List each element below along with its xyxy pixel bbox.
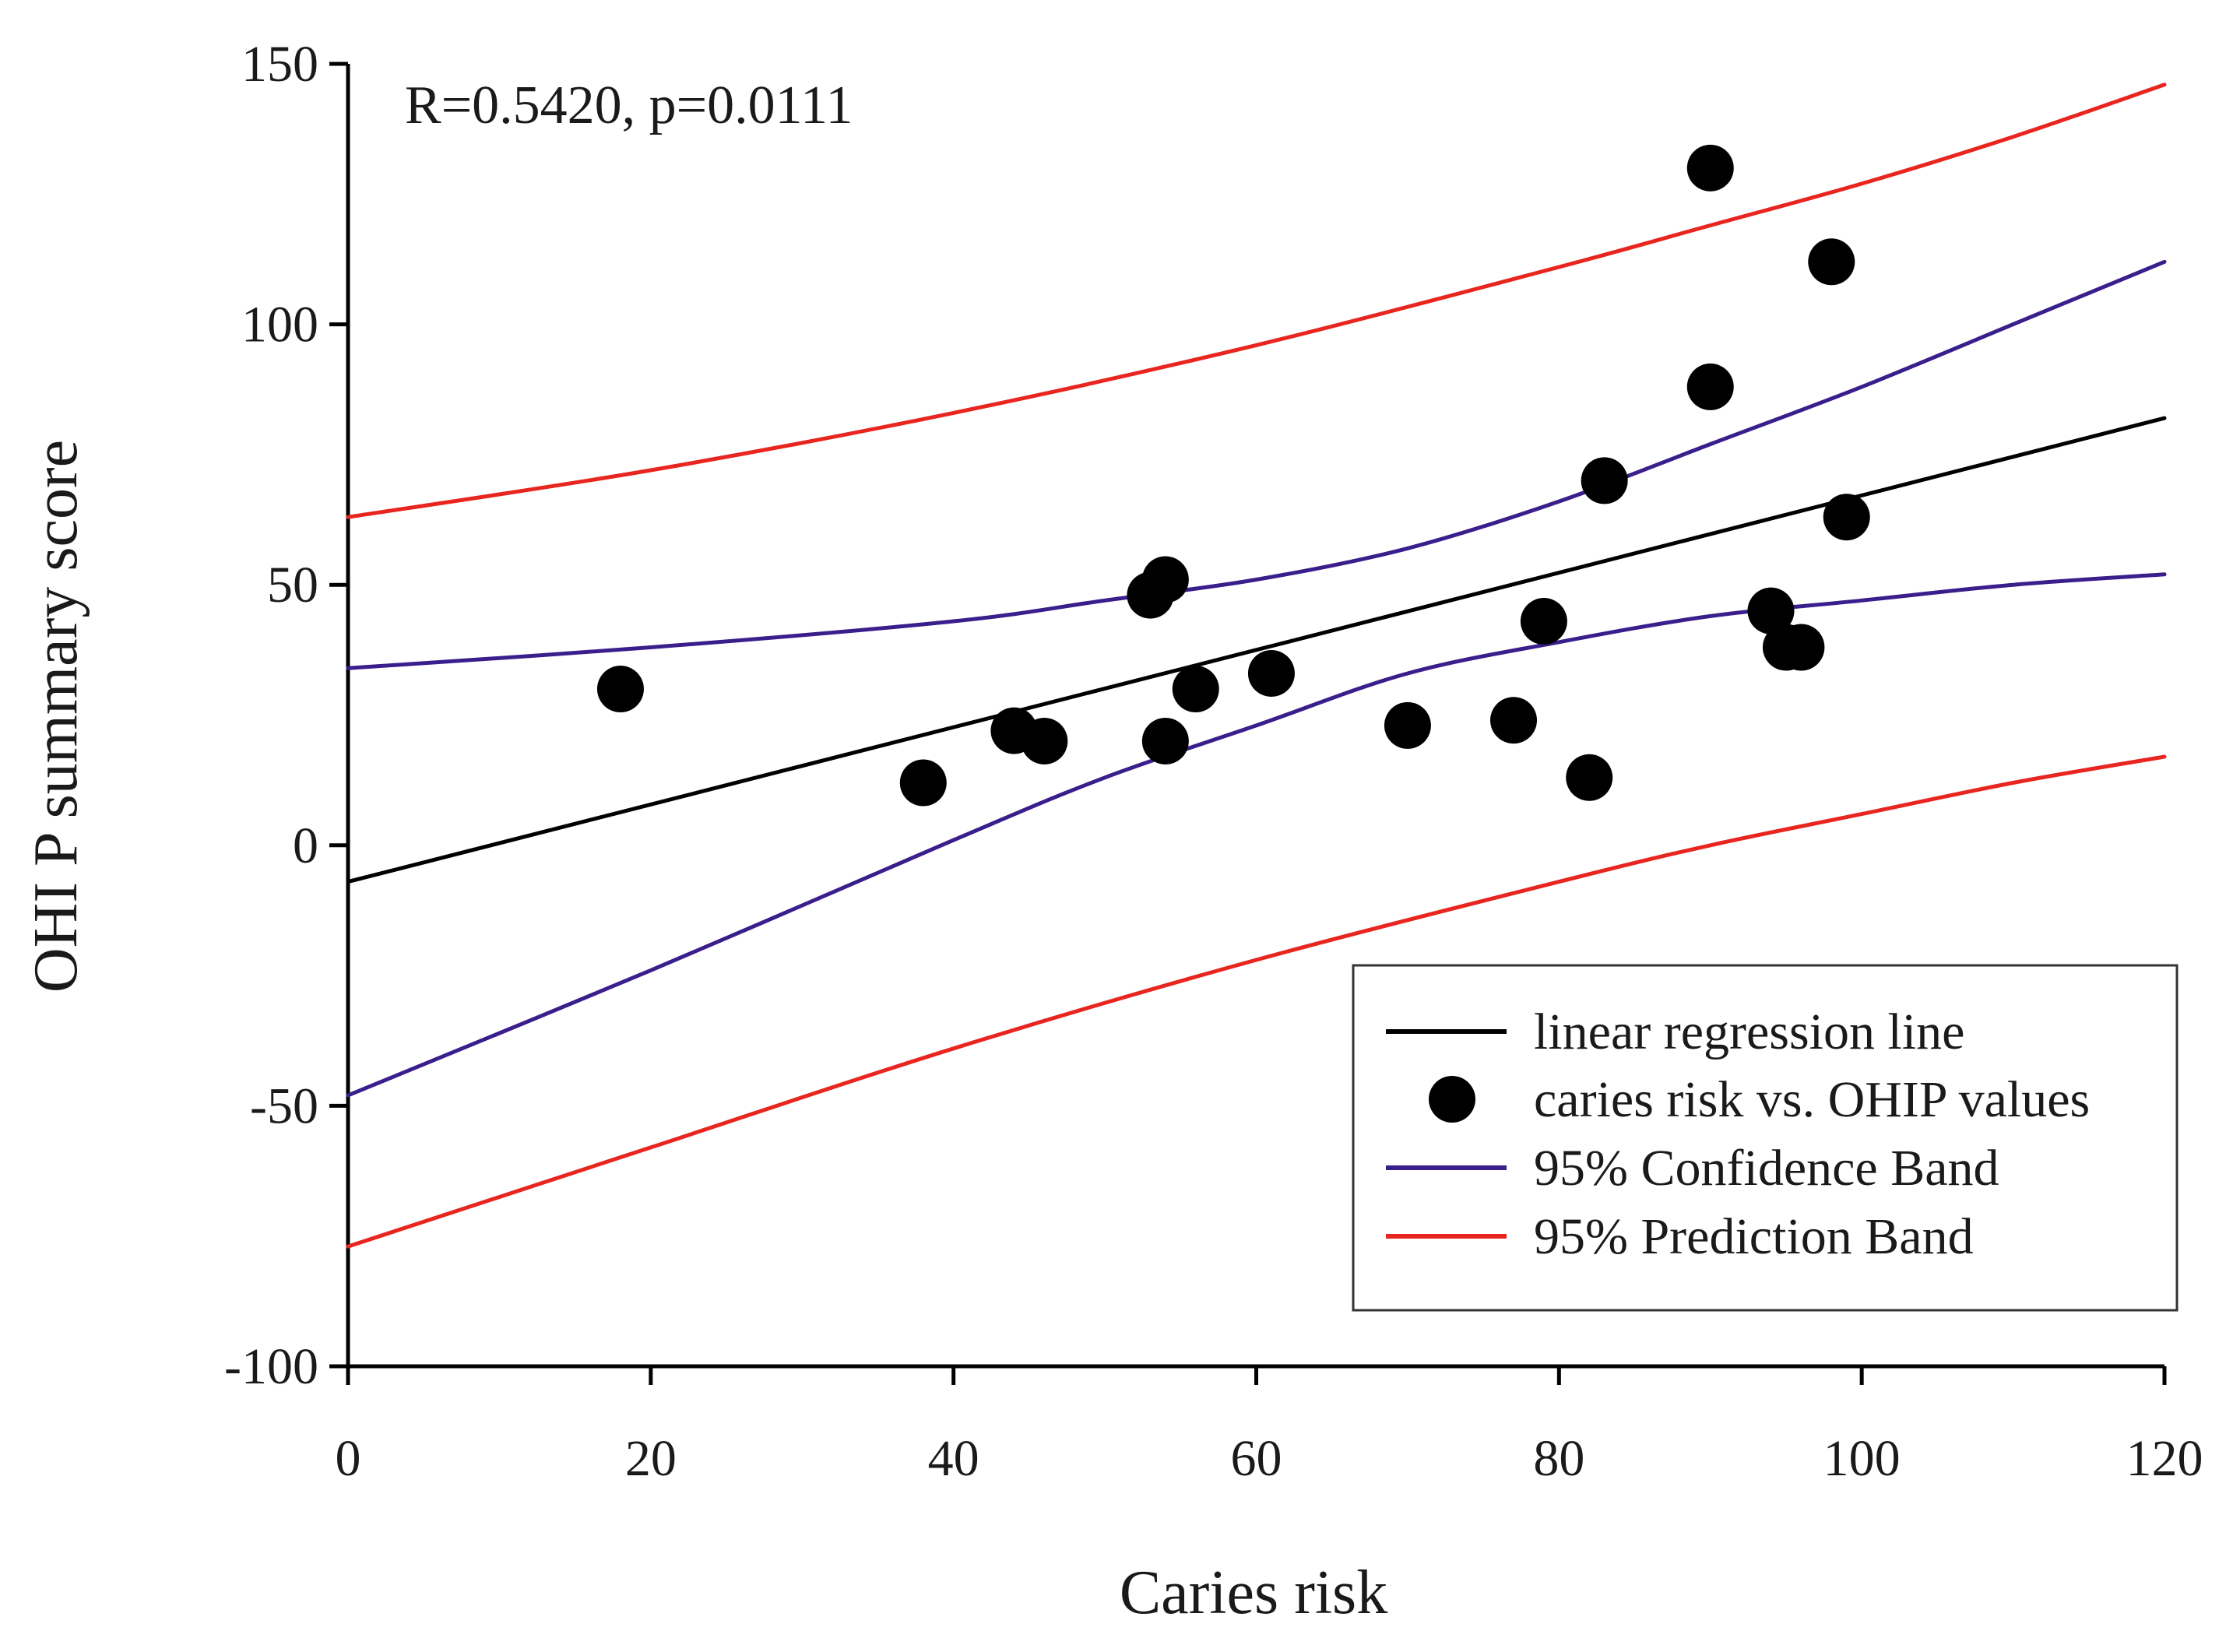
y-tick-label: 0 bbox=[293, 817, 318, 874]
axes: -100 -50 0 50 100 150 0 20 40 60 80 100 120 bbox=[224, 36, 2203, 1487]
legend-label: linear regression line bbox=[1534, 1004, 1964, 1060]
data-point bbox=[1021, 717, 1068, 764]
y-axis-title: OHI P summary score bbox=[22, 440, 90, 993]
legend-box bbox=[1352, 964, 2179, 1312]
legend-label: 95% Prediction Band bbox=[1534, 1208, 1974, 1265]
legend-label: caries risk vs. OHIP values bbox=[1534, 1071, 2090, 1128]
confidence-band-upper bbox=[346, 259, 2167, 670]
data-point bbox=[1823, 494, 1870, 541]
data-point bbox=[1490, 697, 1538, 744]
x-tick-label: 20 bbox=[625, 1430, 677, 1487]
x-tick-label: 100 bbox=[1823, 1430, 1901, 1487]
plot-area bbox=[346, 83, 2167, 1249]
data-point bbox=[1247, 649, 1295, 697]
x-tick-label: 0 bbox=[336, 1430, 361, 1487]
y-tick-label: 50 bbox=[267, 557, 318, 613]
y-tick-label: 100 bbox=[241, 297, 318, 353]
data-point bbox=[1141, 717, 1189, 764]
x-tick-label: 60 bbox=[1231, 1430, 1282, 1487]
legend-label: 95% Confidence Band bbox=[1534, 1140, 1999, 1197]
data-point bbox=[1141, 556, 1189, 603]
correlation-annotation: R=0.5420, p=0.0111 bbox=[405, 76, 853, 135]
data-point bbox=[1808, 238, 1855, 286]
legend-marker-dot bbox=[1429, 1076, 1475, 1123]
x-tick-label: 80 bbox=[1533, 1430, 1584, 1487]
data-point bbox=[1384, 701, 1431, 749]
prediction-band-lower bbox=[346, 754, 2167, 1249]
x-axis-title: Caries risk bbox=[1120, 1559, 1387, 1627]
data-point bbox=[596, 666, 644, 713]
y-tick-label: -50 bbox=[250, 1077, 318, 1134]
x-tick-label: 40 bbox=[928, 1430, 979, 1487]
data-point bbox=[1686, 144, 1734, 192]
data-point bbox=[1747, 587, 1795, 634]
data-point bbox=[899, 759, 947, 807]
legend: linear regression line caries risk vs. OH… bbox=[1352, 964, 2179, 1312]
data-point bbox=[1778, 624, 1825, 671]
confidence-band-lower bbox=[346, 572, 2167, 1098]
data-point bbox=[1566, 754, 1613, 801]
prediction-band-upper bbox=[346, 83, 2167, 519]
data-point bbox=[1686, 363, 1734, 410]
x-tick-label: 120 bbox=[2126, 1430, 2203, 1487]
y-tick-label: -100 bbox=[224, 1338, 318, 1395]
y-tick-label: 150 bbox=[241, 36, 318, 93]
data-point bbox=[1520, 598, 1567, 645]
data-point bbox=[1581, 457, 1628, 504]
regression-line bbox=[346, 416, 2167, 884]
data-point bbox=[1172, 666, 1219, 713]
